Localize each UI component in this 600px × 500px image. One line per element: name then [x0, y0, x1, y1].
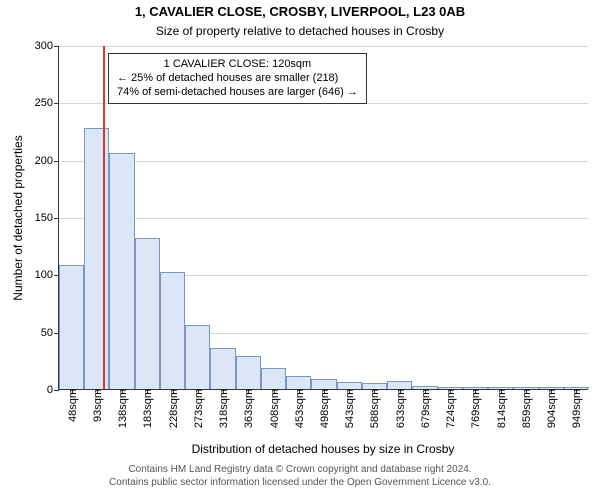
- xtick-label: 408sqm: [267, 389, 281, 428]
- chart-subtitle: Size of property relative to detached ho…: [0, 24, 600, 38]
- histogram-bar: [261, 368, 286, 389]
- infobox-line-smaller: ← 25% of detached houses are smaller (21…: [117, 72, 358, 86]
- histogram-bar: [59, 265, 84, 389]
- infobox-line-property: 1 CAVALIER CLOSE: 120sqm: [117, 58, 358, 72]
- xtick-label: 633sqm: [393, 389, 407, 428]
- property-marker-line: [103, 46, 105, 389]
- xtick-label: 183sqm: [140, 389, 154, 428]
- infobox-line-larger: 74% of semi-detached houses are larger (…: [117, 86, 358, 100]
- xtick-label: 138sqm: [115, 389, 129, 428]
- attribution-line2: Contains public sector information licen…: [0, 477, 600, 490]
- y-axis-label: Number of detached properties: [11, 135, 25, 300]
- attribution-text: Contains HM Land Registry data © Crown c…: [0, 464, 600, 489]
- xtick-label: 273sqm: [191, 389, 205, 428]
- xtick-label: 814sqm: [494, 389, 508, 428]
- xtick-label: 363sqm: [241, 389, 255, 428]
- property-info-box: 1 CAVALIER CLOSE: 120sqm ← 25% of detach…: [108, 53, 367, 104]
- histogram-bar: [210, 348, 235, 389]
- ytick-label: 200: [35, 155, 59, 167]
- histogram-bar: [236, 356, 261, 389]
- histogram-bar: [84, 128, 109, 389]
- histogram-bar: [135, 238, 160, 389]
- xtick-label: 453sqm: [292, 389, 306, 428]
- xtick-label: 318sqm: [216, 389, 230, 428]
- xtick-label: 769sqm: [468, 389, 482, 428]
- xtick-label: 48sqm: [65, 389, 79, 422]
- histogram-bar: [337, 382, 362, 389]
- ytick-label: 100: [35, 269, 59, 281]
- gridline: [59, 161, 588, 162]
- attribution-line1: Contains HM Land Registry data © Crown c…: [0, 464, 600, 477]
- histogram-bar: [286, 376, 311, 389]
- histogram-bar: [109, 153, 134, 389]
- gridline: [59, 218, 588, 219]
- ytick-label: 300: [35, 40, 59, 52]
- ytick-label: 250: [35, 97, 59, 109]
- xtick-label: 498sqm: [317, 389, 331, 428]
- property-size-chart: 1, CAVALIER CLOSE, CROSBY, LIVERPOOL, L2…: [0, 0, 600, 500]
- histogram-bar: [311, 379, 336, 389]
- xtick-label: 859sqm: [519, 389, 533, 428]
- xtick-label: 679sqm: [418, 389, 432, 428]
- xtick-label: 543sqm: [342, 389, 356, 428]
- chart-title: 1, CAVALIER CLOSE, CROSBY, LIVERPOOL, L2…: [0, 4, 600, 19]
- gridline: [59, 46, 588, 47]
- xtick-label: 949sqm: [569, 389, 583, 428]
- x-axis-label: Distribution of detached houses by size …: [192, 442, 455, 456]
- histogram-bar: [160, 272, 185, 389]
- xtick-label: 228sqm: [166, 389, 180, 428]
- histogram-bar: [185, 325, 210, 389]
- ytick-label: 0: [47, 384, 59, 396]
- ytick-label: 150: [35, 212, 59, 224]
- xtick-label: 904sqm: [544, 389, 558, 428]
- xtick-label: 588sqm: [367, 389, 381, 428]
- xtick-label: 724sqm: [443, 389, 457, 428]
- histogram-bar: [387, 381, 412, 389]
- ytick-label: 50: [41, 327, 59, 339]
- xtick-label: 93sqm: [90, 389, 104, 422]
